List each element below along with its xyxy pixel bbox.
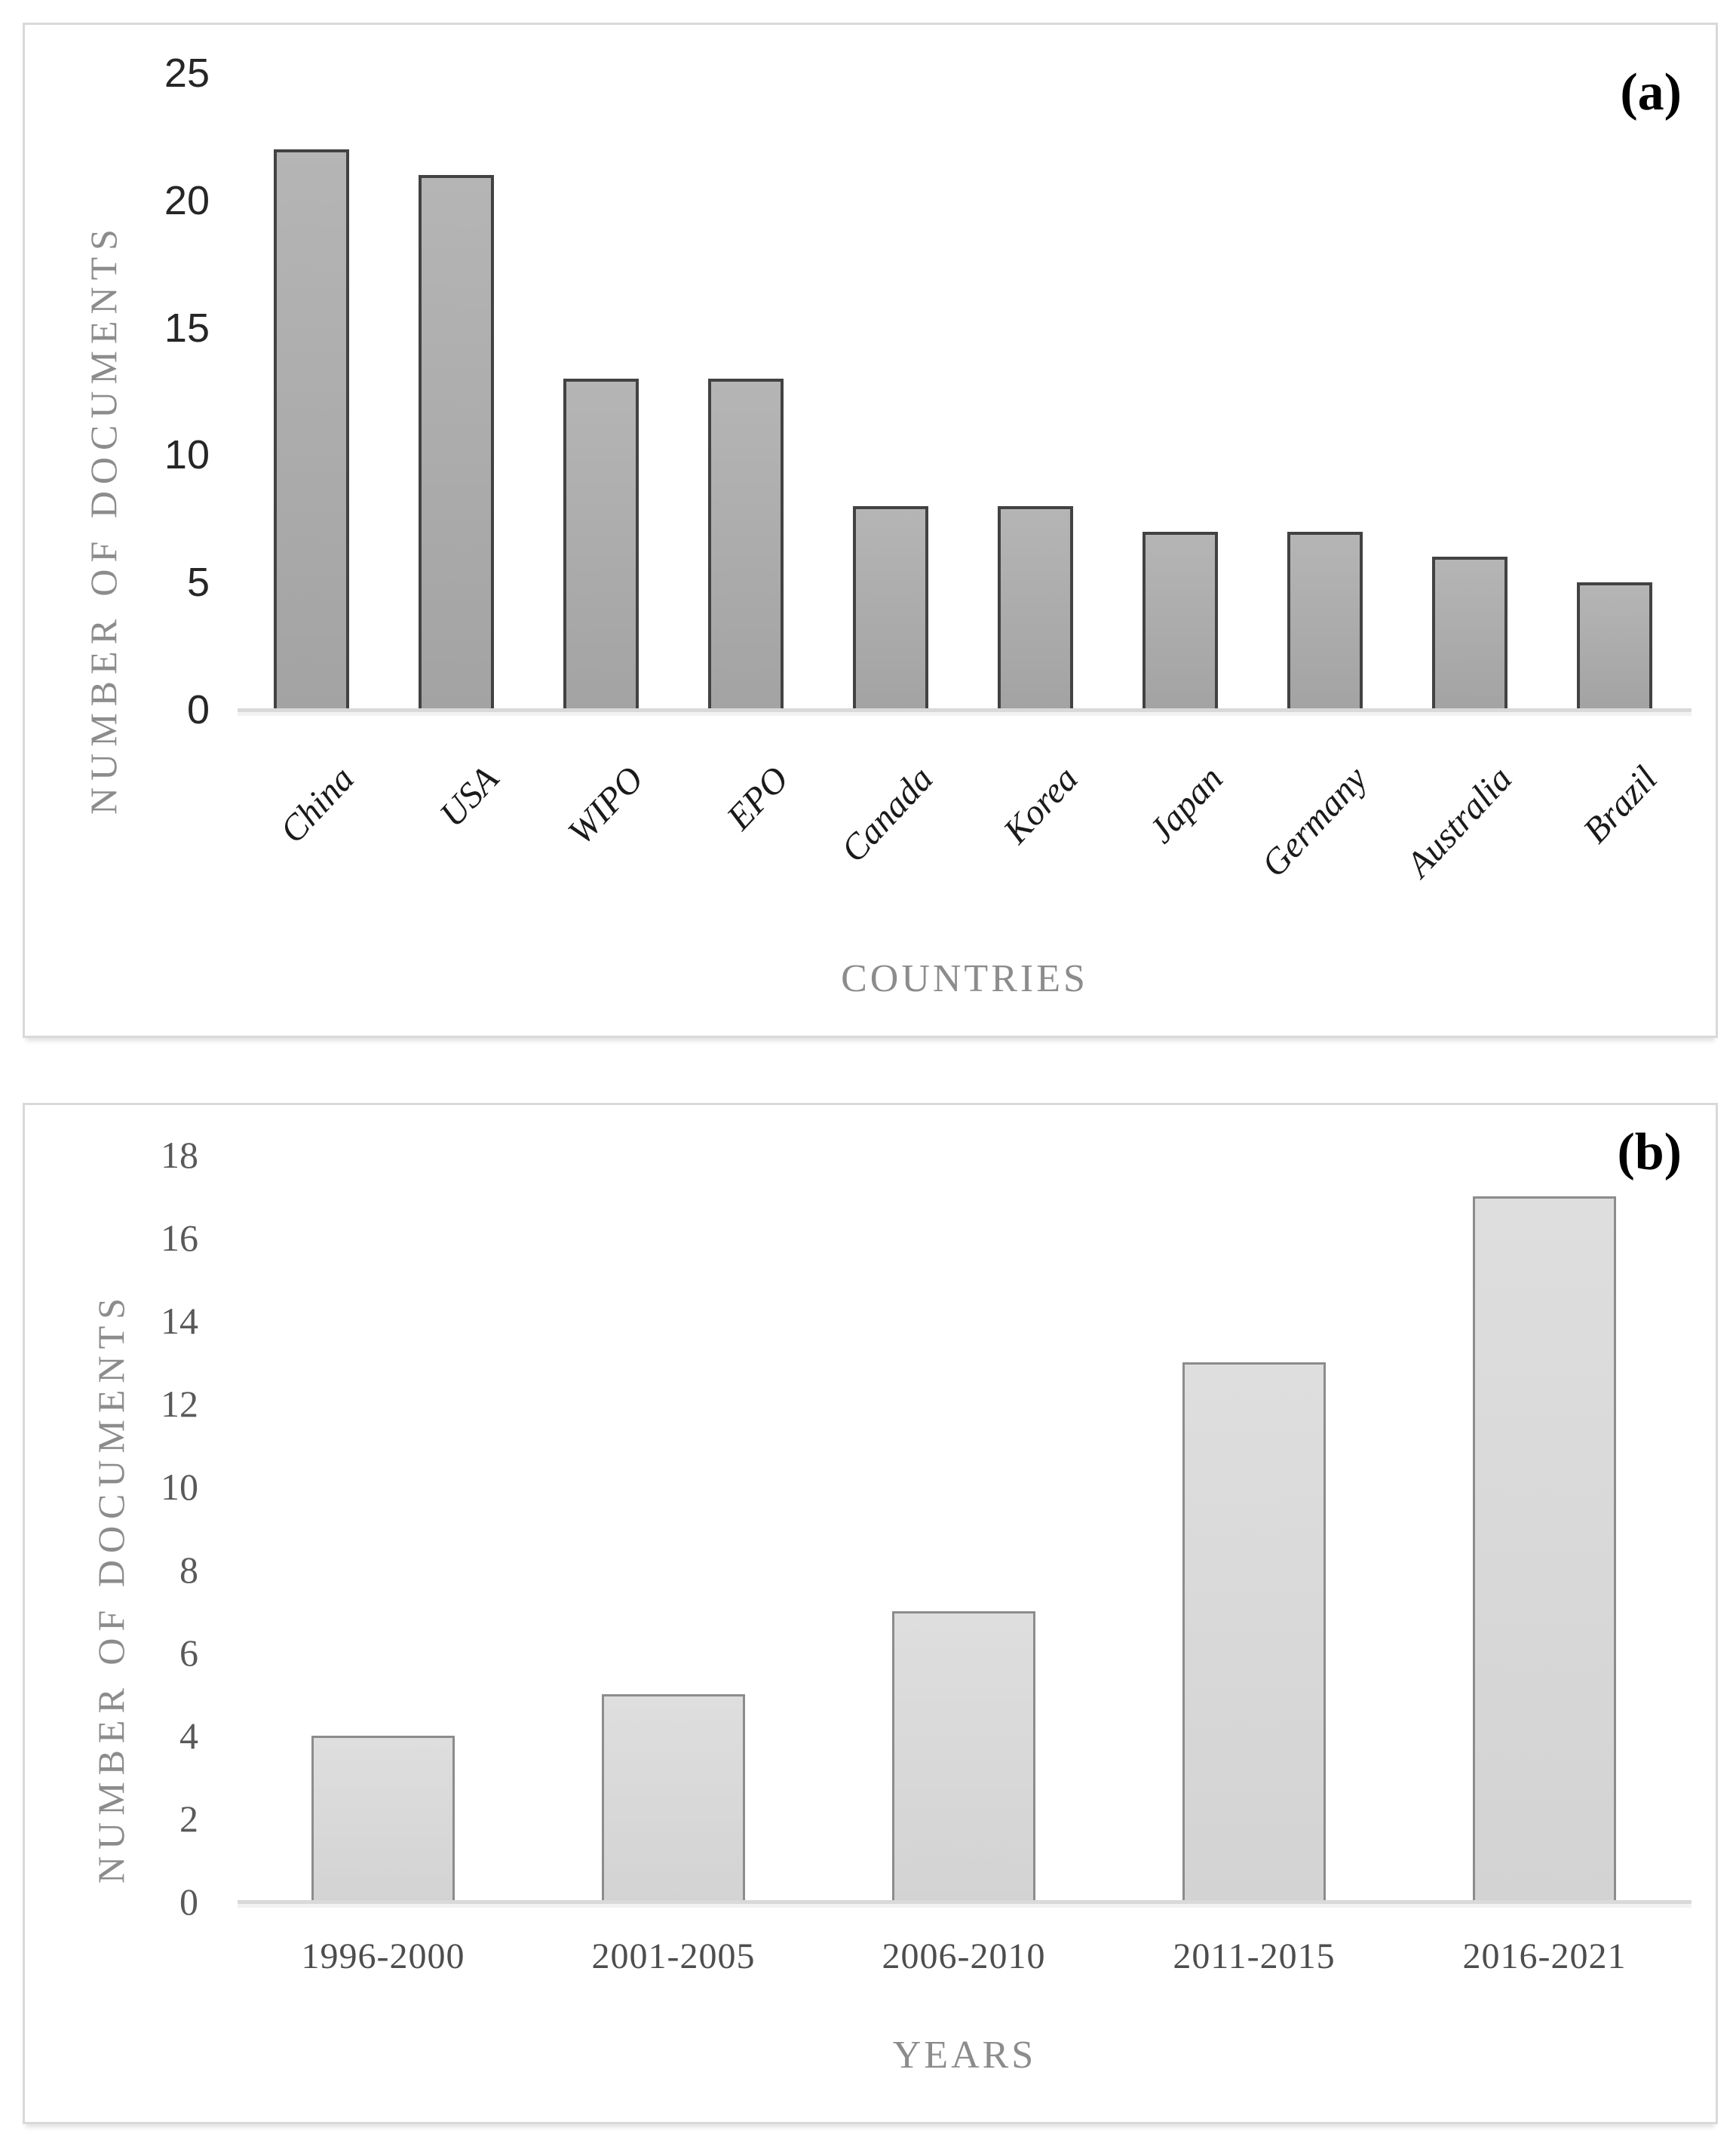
bar-china bbox=[274, 149, 349, 710]
y-tick-label: 0 bbox=[179, 1881, 198, 1923]
panel-b-tag: (b) bbox=[1617, 1123, 1682, 1181]
panel-b-x-axis-title: YEARS bbox=[892, 2034, 1037, 2077]
panel-a-y-axis-title: NUMBER OF DOCUMENTS bbox=[82, 223, 124, 815]
y-tick-label: 15 bbox=[164, 306, 210, 351]
x-tick-label: 1996-2000 bbox=[301, 1936, 465, 1976]
y-tick-label: 4 bbox=[179, 1715, 198, 1757]
x-tick-label: Canada bbox=[833, 758, 941, 870]
y-tick-label: 25 bbox=[164, 51, 210, 96]
bar-1996-2000 bbox=[311, 1736, 455, 1902]
y-tick-label: 5 bbox=[186, 560, 210, 605]
x-tick-label: WIPO bbox=[560, 758, 652, 852]
bar-germany bbox=[1287, 532, 1363, 710]
y-tick-label: 20 bbox=[164, 178, 210, 223]
y-tick-label: 0 bbox=[186, 687, 210, 732]
x-tick-label: Korea bbox=[995, 758, 1086, 852]
y-tick-label: 14 bbox=[161, 1300, 198, 1342]
y-tick-label: 6 bbox=[179, 1632, 198, 1674]
bar-epo bbox=[708, 379, 784, 710]
bar-2001-2005 bbox=[602, 1694, 745, 1902]
bar-2016-2021 bbox=[1473, 1196, 1616, 1902]
bar-canada bbox=[853, 506, 928, 710]
x-tick-label: Australia bbox=[1398, 758, 1520, 885]
x-tick-label: Germany bbox=[1253, 758, 1376, 885]
bar-japan bbox=[1143, 532, 1218, 710]
x-tick-label: Japan bbox=[1140, 758, 1231, 851]
x-tick-label: 2001-2005 bbox=[591, 1936, 756, 1976]
x-tick-label: China bbox=[271, 758, 362, 851]
x-tick-label: USA bbox=[431, 758, 507, 835]
x-tick-label: 2011-2015 bbox=[1173, 1936, 1336, 1976]
bar-2006-2010 bbox=[892, 1611, 1035, 1902]
bar-australia bbox=[1432, 557, 1507, 710]
x-tick-label: EPO bbox=[719, 758, 796, 838]
x-axis-line bbox=[238, 1900, 1692, 1904]
bar-brazil bbox=[1577, 582, 1652, 710]
y-tick-label: 8 bbox=[179, 1549, 198, 1591]
panel-a-tag: (a) bbox=[1620, 63, 1682, 121]
bar-wipo bbox=[563, 379, 639, 710]
y-tick-label: 12 bbox=[161, 1383, 198, 1425]
bar-usa bbox=[419, 175, 494, 710]
x-tick-label: Brazil bbox=[1575, 758, 1665, 851]
x-tick-label: 2016-2021 bbox=[1462, 1936, 1627, 1976]
x-tick-label: 2006-2010 bbox=[882, 1936, 1046, 1976]
bar-korea bbox=[998, 506, 1073, 710]
y-tick-label: 16 bbox=[161, 1217, 198, 1259]
y-tick-label: 10 bbox=[164, 432, 210, 477]
x-axis-line bbox=[238, 708, 1692, 712]
y-tick-label: 18 bbox=[161, 1134, 198, 1176]
panel-a-x-axis-title: COUNTRIES bbox=[841, 957, 1088, 1000]
y-tick-label: 10 bbox=[161, 1466, 198, 1508]
y-tick-label: 2 bbox=[179, 1798, 198, 1840]
bar-2011-2015 bbox=[1182, 1362, 1326, 1902]
panel-chart-b: (b) NUMBER OF DOCUMENTS 0 2 4 6 8 10 12 14 16 18 1… bbox=[23, 1103, 1718, 2124]
panel-chart-a: (a) NUMBER OF DOCUMENTS 0 5 10 15 20 25 China U… bbox=[23, 23, 1718, 1038]
